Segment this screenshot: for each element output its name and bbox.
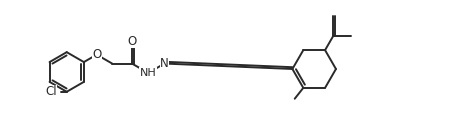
Text: O: O: [92, 48, 102, 61]
Text: O: O: [127, 35, 137, 48]
Text: Cl: Cl: [45, 85, 57, 98]
Text: NH: NH: [140, 68, 157, 78]
Text: N: N: [160, 57, 169, 70]
